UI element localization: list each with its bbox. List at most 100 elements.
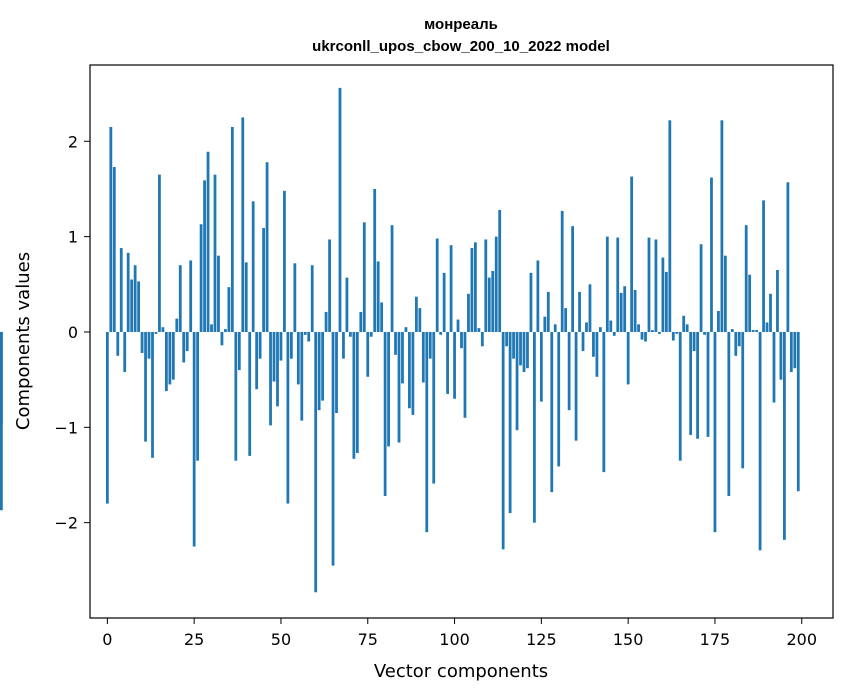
bar-68 — [342, 331, 345, 359]
y-tick-label: 1 — [68, 228, 78, 247]
bar-183 — [741, 331, 745, 469]
bar-192 — [772, 331, 776, 403]
bar-17 — [164, 331, 168, 392]
bar-77 — [373, 188, 377, 332]
bar-57 — [303, 331, 307, 335]
bar-53 — [289, 331, 293, 359]
bar-194 — [779, 331, 783, 380]
bar-11 — [144, 331, 147, 442]
bar-15 — [158, 174, 161, 332]
bar-16 — [161, 327, 165, 332]
y-tick-label: −1 — [54, 418, 78, 437]
bar-122 — [529, 272, 533, 332]
bar-160 — [661, 257, 665, 332]
bar-72 — [355, 331, 359, 454]
bar-119 — [519, 331, 522, 366]
bar-158 — [654, 239, 658, 332]
bar-100 — [453, 331, 456, 399]
bar-71 — [352, 331, 356, 459]
bar-173 — [706, 331, 710, 437]
bar-97 — [442, 272, 446, 332]
bar-29 — [206, 151, 210, 332]
bar-undefined — [0, 331, 3, 424]
bar-126 — [543, 316, 547, 332]
bar-154 — [640, 331, 644, 340]
bar-13 — [151, 331, 154, 458]
bar-136 — [578, 291, 581, 332]
bar-142 — [598, 327, 602, 332]
bar-91 — [421, 331, 425, 383]
bar-174 — [710, 177, 713, 332]
bar-79 — [380, 302, 384, 332]
bar-56 — [300, 331, 304, 421]
bar-105 — [470, 248, 474, 332]
bar-19 — [171, 331, 175, 380]
bar-88 — [411, 331, 415, 415]
bar-55 — [296, 331, 300, 385]
bar-171 — [699, 244, 703, 332]
bar-144 — [605, 236, 609, 332]
bar-28 — [203, 180, 206, 332]
bar-7 — [130, 279, 134, 332]
bar-139 — [588, 284, 592, 332]
bar-135 — [574, 331, 578, 441]
bar-61 — [317, 331, 321, 411]
bar-36 — [230, 126, 234, 332]
bar-185 — [748, 274, 752, 332]
bar-59 — [310, 265, 314, 332]
bar-42 — [251, 201, 255, 332]
bar-35 — [227, 287, 231, 332]
bar-4 — [119, 248, 123, 332]
bar-184 — [744, 225, 748, 332]
bar-78 — [376, 261, 380, 332]
bar-37 — [234, 331, 238, 461]
bar-70 — [349, 331, 352, 337]
bar-107 — [477, 328, 481, 332]
bar-89 — [414, 296, 418, 332]
bar-32 — [217, 255, 220, 332]
x-tick-label: 200 — [786, 630, 817, 649]
bar-98 — [446, 331, 449, 394]
bar-5 — [123, 331, 127, 373]
bar-188 — [758, 331, 762, 551]
bar-114 — [501, 331, 505, 550]
bar-8 — [133, 265, 137, 332]
bar-147 — [616, 237, 620, 332]
bar-110 — [487, 277, 491, 332]
bar-199 — [796, 331, 800, 492]
bar-133 — [567, 331, 571, 411]
bar-49 — [276, 331, 279, 407]
bar-63 — [324, 311, 328, 332]
bar-65 — [331, 331, 335, 566]
bar-60 — [314, 331, 318, 593]
bar-6 — [126, 252, 130, 332]
bar-143 — [602, 331, 606, 473]
bar-108 — [480, 331, 484, 347]
bar-34 — [224, 329, 227, 332]
bar-129 — [553, 324, 557, 332]
bar-54 — [293, 263, 297, 332]
bar-140 — [592, 331, 595, 357]
x-tick-label: 175 — [700, 630, 731, 649]
bar-38 — [237, 331, 241, 371]
bar-12 — [147, 331, 151, 359]
x-tick-label: 100 — [439, 630, 470, 649]
bar-187 — [755, 330, 759, 332]
y-axis-ticks: −2 −1 0 1 2 — [54, 132, 90, 533]
bar-162 — [668, 120, 672, 332]
bar-121 — [526, 331, 529, 369]
bar-52 — [286, 331, 290, 504]
bar-92 — [425, 331, 429, 533]
bar-85 — [401, 331, 404, 384]
bar-128 — [550, 331, 554, 493]
bar-198 — [793, 331, 797, 369]
bar-177 — [720, 120, 724, 332]
y-tick-label: −2 — [54, 514, 78, 533]
x-tick-label: 0 — [102, 630, 112, 649]
bar-20 — [175, 318, 179, 332]
bar-169 — [692, 331, 696, 352]
bar-83 — [394, 331, 397, 355]
bar-168 — [689, 331, 693, 435]
bar-159 — [658, 331, 661, 334]
